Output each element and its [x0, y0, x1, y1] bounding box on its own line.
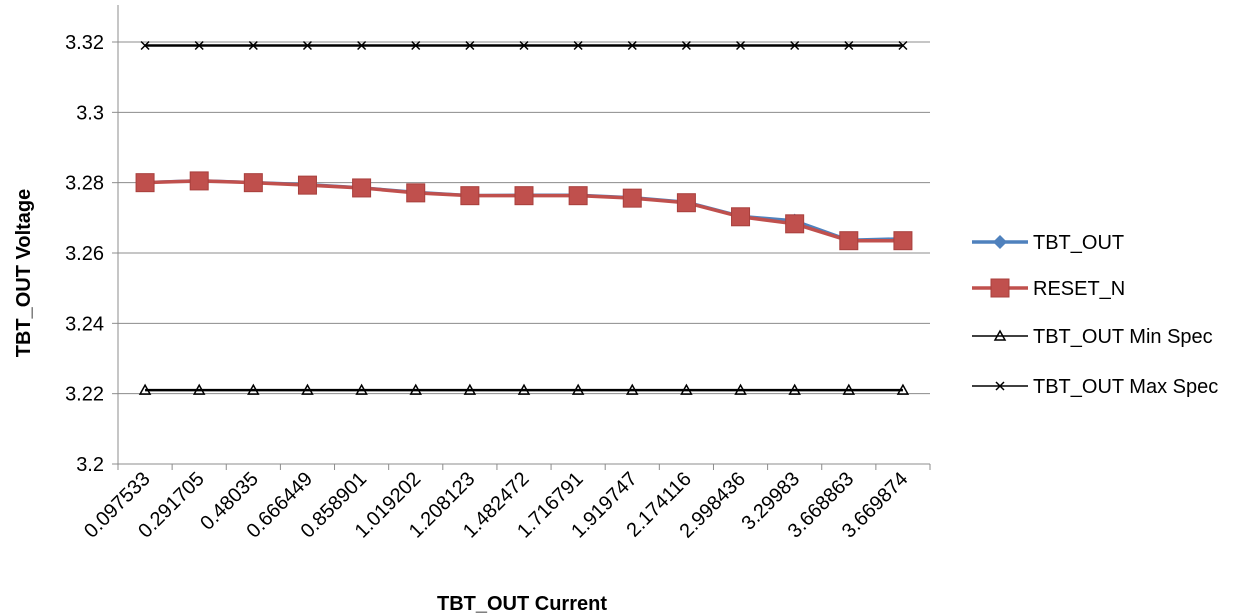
- triangle-marker: [463, 383, 477, 395]
- triangle-marker: [517, 383, 531, 395]
- x-marker: [627, 40, 637, 51]
- triangle-marker: [625, 383, 639, 395]
- triangle-marker: [734, 383, 747, 395]
- square-marker: [297, 175, 317, 195]
- y-tick-label: 3.24: [65, 313, 104, 335]
- series-markers: [135, 40, 913, 395]
- legend: TBT_OUT RESET_N TBT_OUT Min Spec TBT_OUT Ma…: [972, 232, 1218, 398]
- x-marker: [140, 40, 150, 51]
- square-marker: [622, 188, 642, 208]
- legend-item: TBT_OUT: [972, 232, 1124, 254]
- x-marker: [995, 381, 1005, 391]
- legend-item: RESET_N: [972, 278, 1125, 300]
- triangle-marker: [788, 383, 801, 395]
- y-tick-labels: 3.2 3.22 3.24 3.26 3.28 3.3 3.32: [65, 32, 104, 476]
- x-marker: [411, 40, 421, 51]
- gridlines: [118, 41, 930, 395]
- square-marker: [785, 214, 805, 234]
- triangle-marker: [409, 383, 423, 395]
- square-marker: [406, 183, 426, 203]
- y-tick-label: 3.28: [65, 173, 104, 195]
- x-marker: [573, 40, 583, 51]
- x-marker: [898, 40, 908, 51]
- triangle-marker: [842, 383, 856, 395]
- x-marker: [519, 40, 529, 51]
- square-marker: [839, 231, 859, 251]
- y-tick-label: 3.2: [76, 454, 104, 476]
- square-marker: [514, 186, 534, 206]
- legend-label: RESET_N: [1033, 278, 1125, 300]
- legend-label: TBT_OUT: [1033, 232, 1124, 254]
- triangle-marker: [138, 383, 152, 395]
- square-marker: [893, 231, 913, 251]
- x-marker: [736, 40, 746, 51]
- square-marker: [135, 173, 155, 193]
- square-marker: [189, 171, 209, 191]
- triangle-marker: [993, 329, 1007, 341]
- triangle-marker: [192, 383, 206, 395]
- y-tick-label: 3.26: [65, 243, 104, 265]
- triangle-marker: [355, 383, 368, 395]
- square-marker: [990, 278, 1010, 298]
- x-marker: [357, 40, 367, 51]
- x-marker: [681, 40, 691, 51]
- y-tick-label: 3.32: [65, 32, 104, 54]
- x-axis-title: TBT_OUT Current: [437, 593, 607, 615]
- square-marker: [568, 186, 588, 206]
- axes: [112, 5, 931, 470]
- x-marker: [194, 40, 204, 51]
- triangle-marker: [680, 383, 693, 395]
- diamond-marker: [993, 235, 1007, 249]
- legend-label: TBT_OUT Min Spec: [1033, 326, 1213, 348]
- y-axis-title: TBT_OUT Voltage: [13, 189, 35, 358]
- legend-item: TBT_OUT Max Spec: [972, 376, 1218, 398]
- x-marker: [465, 40, 475, 51]
- square-marker: [352, 178, 372, 198]
- x-marker: [844, 40, 854, 51]
- x-marker: [302, 40, 312, 51]
- y-tick-label: 3.3: [76, 102, 104, 124]
- x-marker: [248, 40, 258, 51]
- square-marker: [676, 193, 696, 213]
- legend-item: TBT_OUT Min Spec: [972, 326, 1213, 348]
- triangle-marker: [301, 383, 314, 395]
- square-marker: [460, 186, 480, 206]
- y-tick-label: 3.22: [65, 384, 104, 406]
- triangle-marker: [571, 383, 585, 395]
- legend-label: TBT_OUT Max Spec: [1033, 376, 1218, 398]
- triangle-marker: [896, 383, 910, 395]
- triangle-marker: [247, 383, 260, 395]
- x-tick-labels: 0.0975330.2917050.480350.6664490.8589011…: [80, 468, 912, 543]
- square-marker: [243, 173, 263, 193]
- square-marker: [731, 207, 751, 227]
- x-marker: [790, 40, 800, 51]
